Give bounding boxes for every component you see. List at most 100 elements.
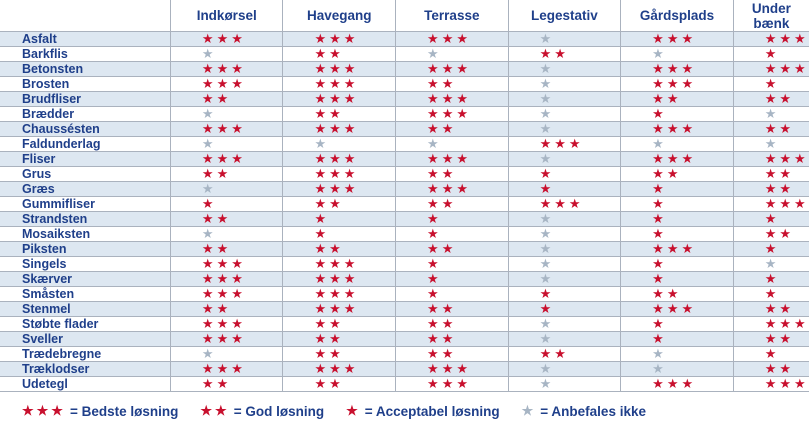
rating-cell: ★ [620, 46, 734, 62]
corner-cell [0, 0, 171, 32]
star-icon: ★ [539, 106, 555, 121]
rating-cell: ★★★ [169, 316, 283, 332]
star-icon: ★★ [201, 376, 232, 391]
rating-cell: ★★ [732, 331, 809, 347]
surface-rating-table: Indkørsel Havegang Terrasse Legestativ G… [0, 0, 809, 392]
rating-cell: ★★ [395, 301, 509, 317]
rating-cell: ★★ [732, 181, 809, 197]
rating-cell: ★★★ [169, 271, 283, 287]
star-icon: ★ [539, 76, 555, 91]
rating-cell: ★ [507, 181, 621, 197]
rating-cell: ★★★ [620, 151, 734, 167]
rating-cell: ★ [507, 166, 621, 182]
table-row: Grus ★★ ★★★ ★★ ★ ★★ ★★ [0, 166, 809, 182]
rating-cell: ★ [282, 211, 396, 227]
table-row: Chaussésten ★★★ ★★★ ★★ ★ ★★★ ★★ [0, 121, 809, 137]
rating-cell: ★★ [732, 121, 809, 137]
star-icon: ★★ [201, 301, 232, 316]
rating-cell: ★★★ [282, 151, 396, 167]
star-icon: ★★★ [201, 331, 246, 346]
star-icon: ★ [539, 226, 555, 241]
star-icon: ★ [539, 121, 555, 136]
star-icon: ★ [652, 136, 667, 151]
star-icon: ★★★ [652, 31, 697, 46]
star-icon: ★ [427, 136, 442, 151]
rating-cell: ★ [732, 271, 809, 287]
table-row: Gummifliser ★ ★★ ★★ ★★★ ★ ★★★ [0, 196, 809, 212]
table-row: Brædder ★ ★★ ★★★ ★ ★ ★ [0, 106, 809, 122]
rating-cell: ★★ [395, 331, 509, 347]
table-row: Træklodser ★★★ ★★★ ★★★ ★ ★ ★★ [0, 361, 809, 377]
star-icon: ★ [764, 46, 780, 61]
star-icon: ★ [201, 136, 217, 151]
star-icon: ★★★ [539, 136, 584, 151]
table-row: Betonsten ★★★ ★★★ ★★★ ★ ★★★ ★★★ [0, 61, 809, 77]
star-icon: ★ [652, 361, 667, 376]
star-icon: ★ [764, 271, 780, 286]
table-row: Græs ★ ★★★ ★★★ ★ ★ ★★ [0, 181, 809, 197]
star-icon: ★★ [539, 46, 569, 61]
star-icon: ★★ [314, 331, 344, 346]
star-icon: ★ [652, 226, 667, 241]
rating-cell: ★ [732, 241, 809, 257]
star-icon: ★ [652, 331, 667, 346]
rating-cell: ★★★ [169, 61, 283, 77]
rating-cell: ★ [395, 211, 509, 227]
star-icon: ★ [652, 211, 667, 226]
star-icon: ★ [201, 196, 217, 211]
rating-cell: ★★ [282, 316, 396, 332]
star-icon: ★ [652, 196, 667, 211]
star-icon: ★ [652, 181, 667, 196]
rating-cell: ★★ [732, 166, 809, 182]
star-icon: ★★★ [201, 61, 246, 76]
rating-cell: ★★ [395, 166, 509, 182]
star-icon: ★★ [764, 91, 795, 106]
star-icon: ★★ [314, 106, 344, 121]
rating-cell: ★★★ [282, 166, 396, 182]
rating-cell: ★★ [282, 241, 396, 257]
star-icon: ★★★ [652, 151, 697, 166]
rating-cell: ★★ [620, 91, 734, 107]
star-icon: ★ [346, 403, 361, 418]
rating-cell: ★ [507, 91, 621, 107]
rating-cell: ★★ [169, 376, 283, 392]
star-icon: ★★★ [764, 196, 809, 211]
star-icon: ★ [539, 286, 555, 301]
star-icon: ★★★ [201, 31, 246, 46]
star-icon: ★★★ [314, 256, 359, 271]
star-icon: ★★★ [764, 316, 809, 331]
star-icon: ★ [764, 286, 780, 301]
star-icon: ★★ [764, 121, 795, 136]
legend: ★★★ = Bedste løsning ★★ = God løsning ★ = Acc… [22, 401, 668, 421]
star-icon: ★★★ [201, 121, 246, 136]
rating-cell: ★ [507, 271, 621, 287]
rating-cell: ★ [732, 286, 809, 302]
star-icon: ★★★ [427, 31, 472, 46]
star-icon: ★★★ [201, 256, 246, 271]
rating-cell: ★ [507, 241, 621, 257]
star-icon: ★ [539, 241, 555, 256]
rating-cell: ★★★ [169, 151, 283, 167]
star-icon: ★★ [539, 346, 569, 361]
rating-cell: ★★★ [732, 316, 809, 332]
star-icon: ★★★ [314, 301, 359, 316]
material-name: Gummifliser [0, 196, 171, 212]
star-icon: ★ [201, 346, 217, 361]
rating-cell: ★ [507, 76, 621, 92]
rating-cell: ★★ [395, 346, 509, 362]
star-icon: ★★★ [427, 376, 472, 391]
rating-cell: ★★★ [395, 181, 509, 197]
rating-cell: ★ [732, 211, 809, 227]
rating-cell: ★ [507, 211, 621, 227]
star-icon: ★ [764, 256, 780, 271]
rating-cell: ★ [507, 31, 621, 47]
star-icon: ★★★ [314, 181, 359, 196]
rating-cell: ★ [732, 346, 809, 362]
rating-cell: ★ [169, 346, 283, 362]
rating-cell: ★★★ [732, 61, 809, 77]
table-row: Barkflis ★ ★★ ★ ★★ ★ ★ [0, 46, 809, 62]
rating-cell: ★ [620, 211, 734, 227]
star-icon: ★★ [200, 403, 230, 418]
material-name: Strandsten [0, 211, 171, 227]
star-icon: ★★★ [652, 61, 697, 76]
